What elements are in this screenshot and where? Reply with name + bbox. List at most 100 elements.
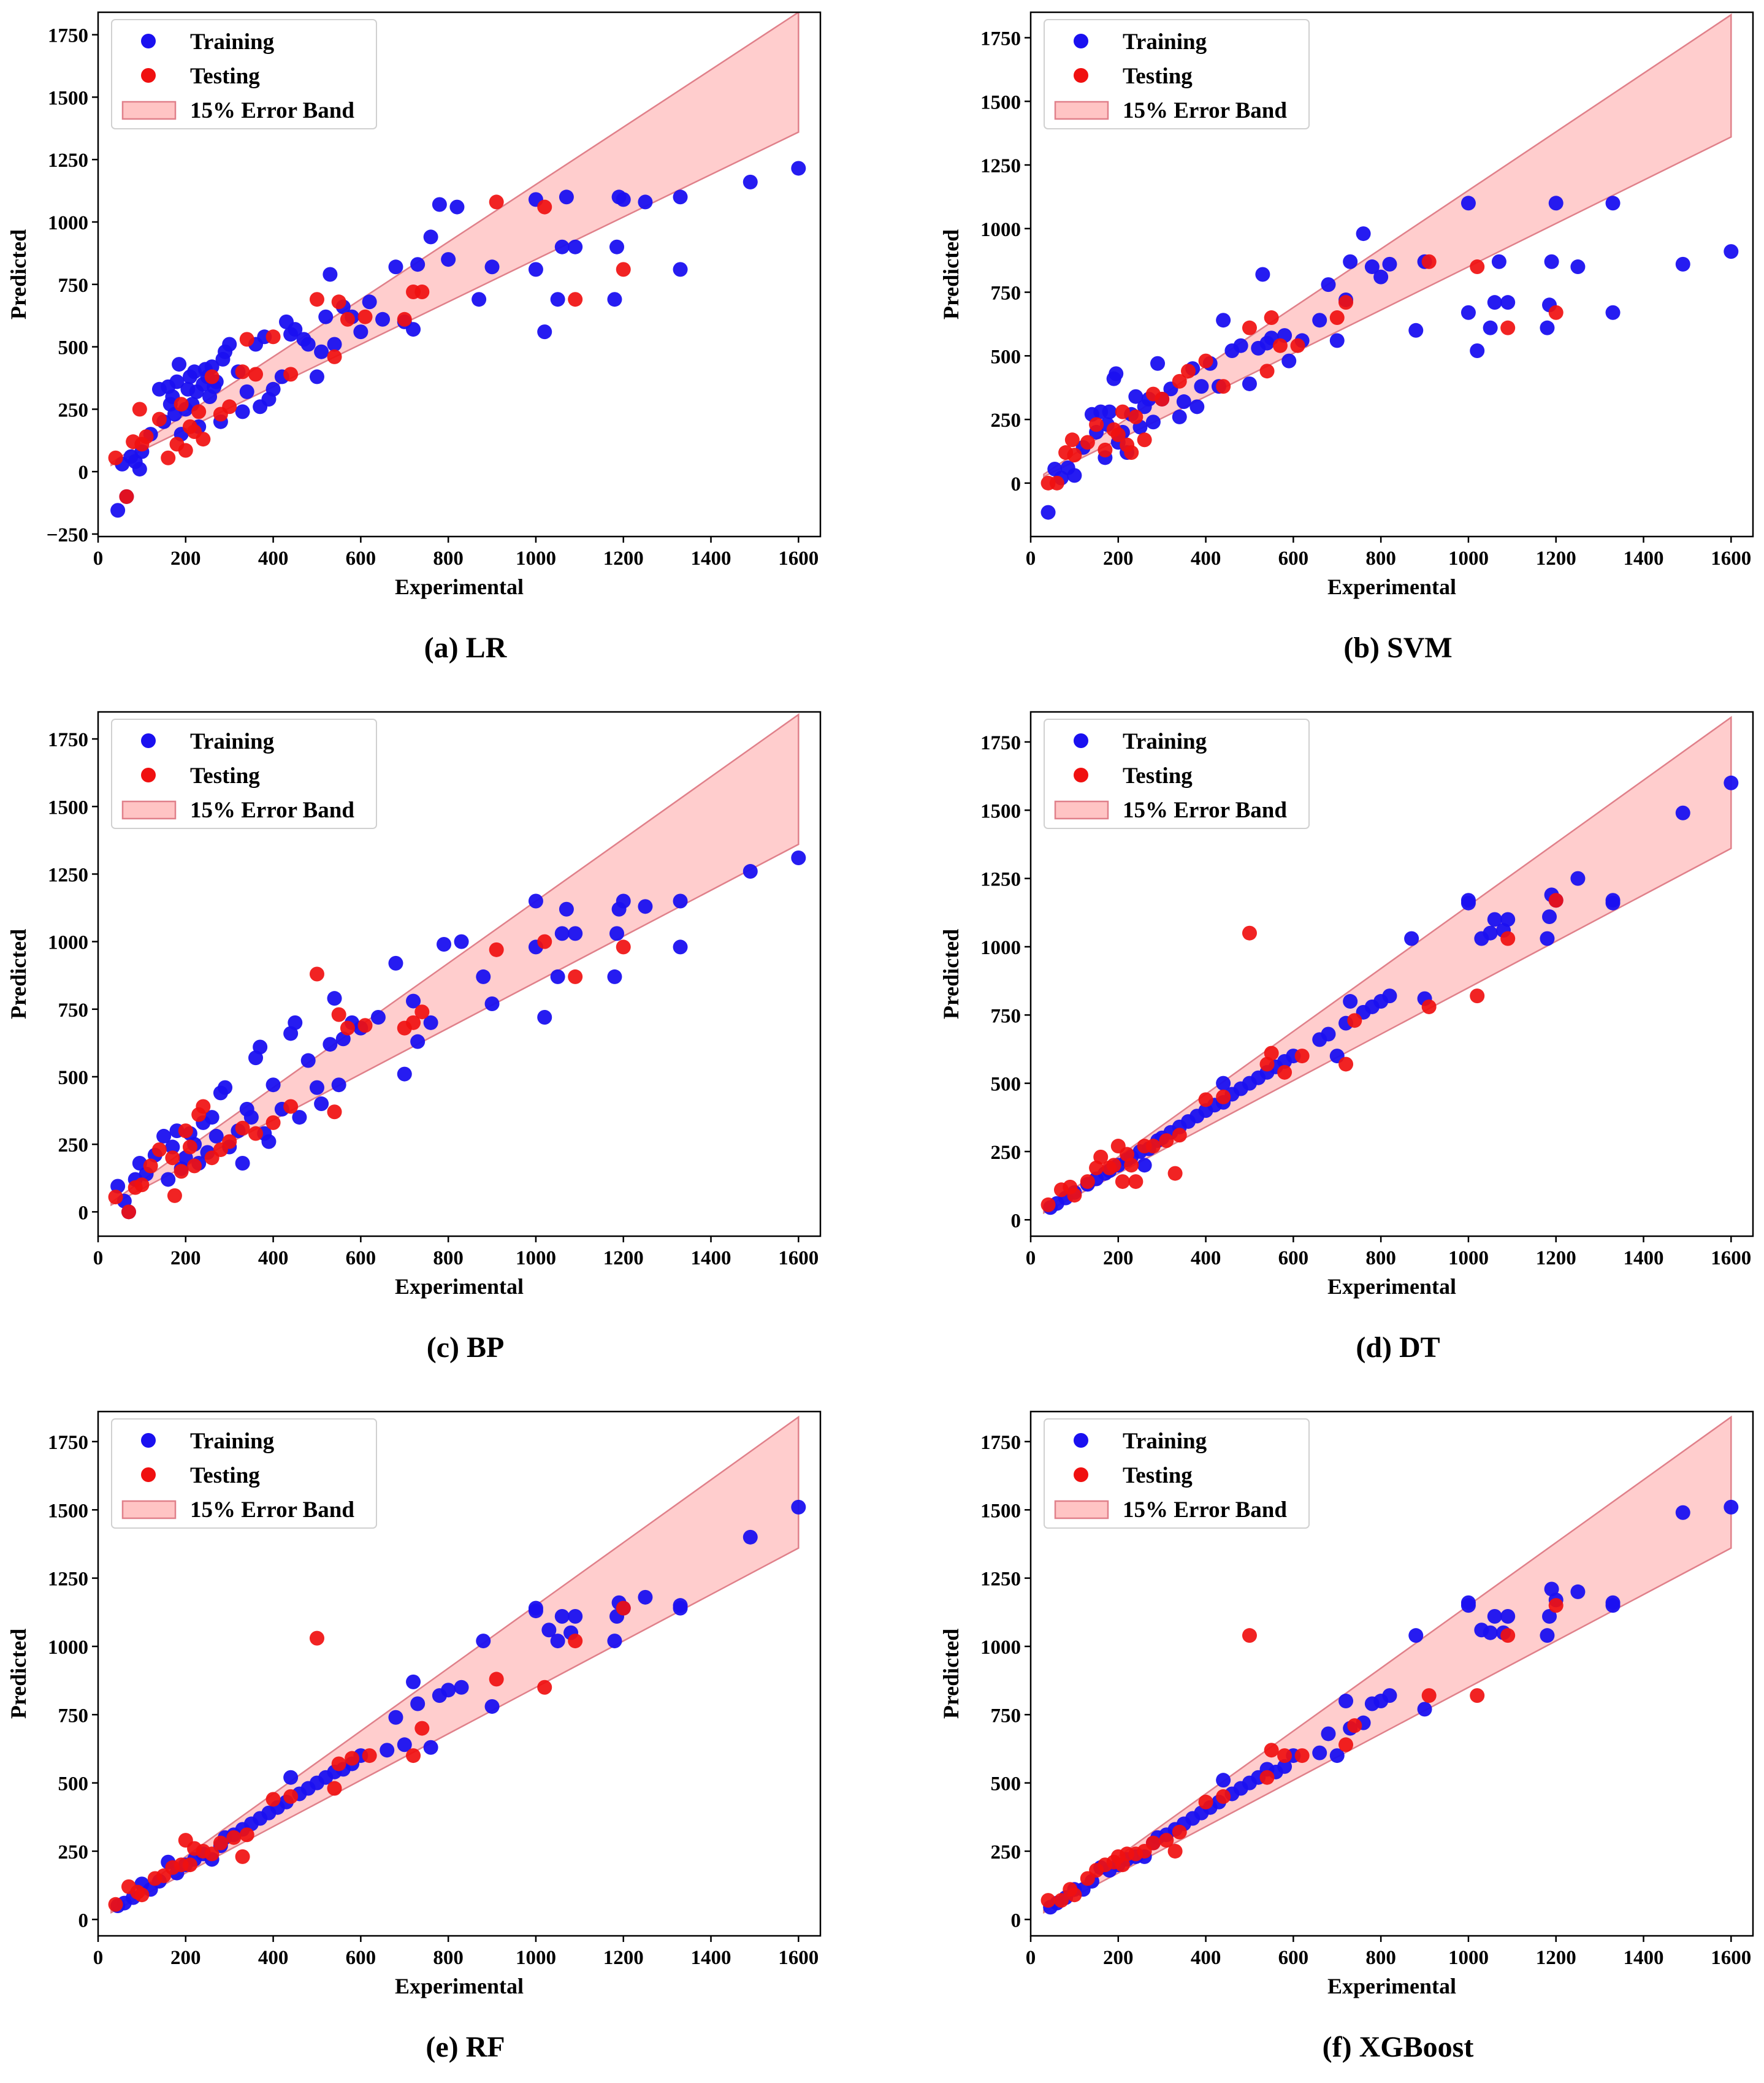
testing-point <box>309 292 324 307</box>
training-point <box>423 229 438 245</box>
testing-point <box>1098 442 1113 457</box>
x-tick-label: 600 <box>346 1947 376 1969</box>
testing-point <box>327 1781 342 1796</box>
y-tick-label: 750 <box>58 275 89 297</box>
training-point <box>1277 1759 1292 1774</box>
testing-point <box>1159 1833 1174 1848</box>
training-point <box>406 322 421 337</box>
y-tick-label: 0 <box>78 1202 89 1224</box>
testing-point <box>139 429 154 445</box>
x-tick-label: 600 <box>1278 1247 1309 1269</box>
x-tick-label: 0 <box>1026 1247 1036 1269</box>
training-point <box>791 850 806 865</box>
testing-point <box>309 1630 324 1646</box>
training-point <box>300 1053 316 1068</box>
testing-point <box>616 939 631 955</box>
training-point <box>218 1080 233 1095</box>
testing-point <box>1137 432 1152 448</box>
legend-box <box>1044 19 1310 129</box>
y-tick-label: 1500 <box>48 797 88 819</box>
training-point <box>568 239 583 254</box>
testing-point <box>235 1849 250 1864</box>
x-tick-label: 1200 <box>603 548 644 570</box>
plot-area <box>108 1415 806 1914</box>
training-point <box>1460 196 1476 211</box>
testing-point <box>537 199 552 215</box>
testing-point <box>191 404 207 419</box>
testing-point <box>1277 1748 1292 1764</box>
training-point <box>1382 256 1397 272</box>
legend-training-marker <box>1074 34 1088 48</box>
training-point <box>1216 1773 1231 1788</box>
training-point <box>309 1080 324 1095</box>
testing-point <box>161 450 176 465</box>
testing-point <box>178 443 193 458</box>
training-point <box>288 1015 303 1030</box>
x-tick-label: 1200 <box>603 1947 644 1969</box>
testing-point <box>1264 1743 1279 1758</box>
training-point <box>743 174 758 189</box>
y-tick-label: 750 <box>58 999 89 1022</box>
training-point <box>1724 775 1739 790</box>
y-tick-label: 250 <box>58 1841 89 1863</box>
training-point <box>1540 931 1555 946</box>
testing-point <box>1470 259 1485 275</box>
legend-band-label: 15% Error Band <box>1123 98 1287 123</box>
testing-point <box>1272 338 1288 353</box>
training-point <box>172 357 187 372</box>
training-point <box>449 199 465 215</box>
y-tick-label: 250 <box>991 1841 1021 1863</box>
training-point <box>607 292 622 307</box>
testing-point <box>1259 1770 1275 1785</box>
training-point <box>743 1529 758 1545</box>
y-tick-label: 750 <box>991 1705 1021 1727</box>
training-point <box>1408 1628 1424 1643</box>
x-tick-label: 1400 <box>691 548 731 570</box>
training-point <box>441 252 456 267</box>
legend-testing-marker <box>141 68 156 83</box>
y-tick-label: 1500 <box>980 91 1021 113</box>
y-tick-label: 500 <box>991 346 1021 368</box>
x-tick-label: 200 <box>170 1247 201 1269</box>
training-point <box>1338 1694 1354 1709</box>
legend-training-marker <box>141 1433 156 1448</box>
training-point <box>609 926 625 941</box>
training-point <box>1128 389 1144 404</box>
training-point <box>1542 1608 1557 1624</box>
x-tick-label: 1200 <box>1536 1947 1576 1969</box>
y-tick-label: 1250 <box>980 869 1021 891</box>
training-point <box>638 1589 653 1605</box>
legend-training-marker <box>141 34 156 48</box>
training-point <box>406 993 421 1009</box>
training-point <box>309 369 324 384</box>
y-tick-label: 1000 <box>48 212 88 234</box>
training-point <box>1542 909 1557 924</box>
training-point <box>1548 196 1564 211</box>
testing-point <box>1338 1057 1354 1072</box>
y-axis-label: Predicted <box>6 229 31 319</box>
testing-point <box>1172 1824 1187 1840</box>
x-tick-label: 0 <box>93 548 104 570</box>
y-axis-label: Predicted <box>939 229 963 319</box>
training-point <box>1321 1026 1336 1042</box>
legend-testing-label: Testing <box>190 64 260 89</box>
x-tick-label: 1400 <box>691 1947 731 1969</box>
training-point <box>1724 244 1739 259</box>
x-tick-label: 800 <box>433 548 464 570</box>
x-tick-label: 1000 <box>516 1947 556 1969</box>
x-tick-label: 1600 <box>778 1947 819 1969</box>
testing-point <box>1080 435 1095 450</box>
y-tick-label: 1250 <box>48 864 88 886</box>
training-point <box>550 1634 565 1649</box>
training-point <box>1487 295 1502 310</box>
training-point <box>528 893 543 909</box>
training-point <box>559 189 574 205</box>
training-point <box>1373 269 1389 285</box>
testing-point <box>1264 310 1279 326</box>
testing-point <box>222 399 237 415</box>
legend: Training Testing 15% Error Band <box>111 19 377 129</box>
legend-band-marker <box>1054 800 1109 820</box>
x-tick-label: 1400 <box>691 1247 731 1269</box>
training-point <box>673 893 688 909</box>
legend-band-label: 15% Error Band <box>190 98 354 123</box>
